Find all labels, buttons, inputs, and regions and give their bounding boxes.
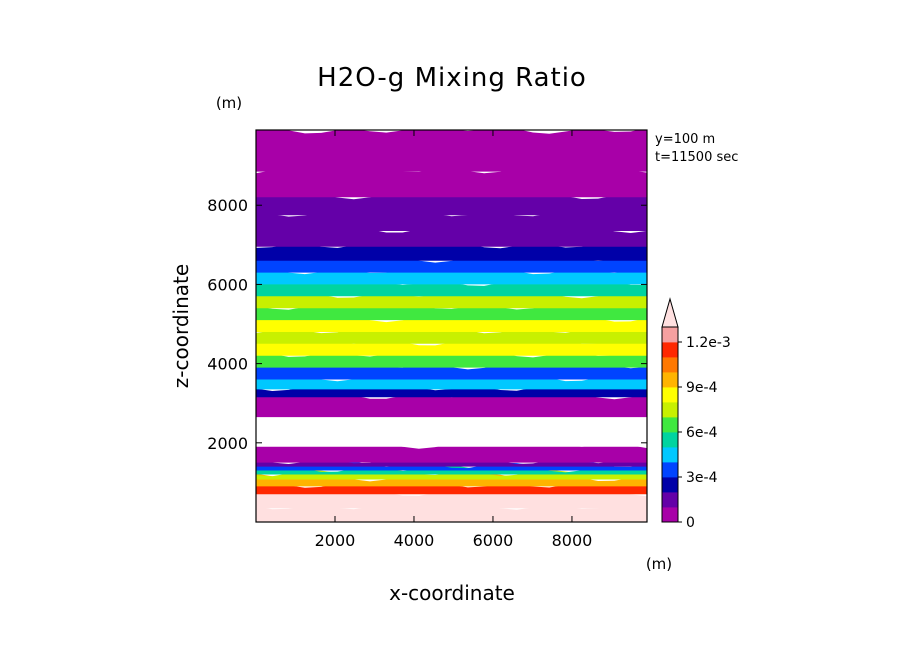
- x-tick-label: 6000: [473, 531, 514, 550]
- colorbar-swatch: [662, 432, 678, 448]
- x-tick-label: 4000: [394, 531, 435, 550]
- contour-band: [256, 130, 647, 172]
- colorbar-swatch: [662, 492, 678, 508]
- colorbar-tick-label: 6e-4: [686, 425, 718, 441]
- colorbar-tick-label: 9e-4: [686, 380, 718, 396]
- x-axis: 2000 4000 6000 8000: [315, 130, 593, 550]
- colorbar-swatch: [662, 327, 678, 343]
- chart-title: H2O-g Mixing Ratio: [317, 63, 587, 93]
- colorbar-swatch: [662, 507, 678, 523]
- contour-band: [256, 210, 647, 231]
- contour-band: [256, 415, 647, 447]
- colorbar-swatch: [662, 477, 678, 493]
- y-axis: 2000 4000 6000 8000: [207, 196, 647, 453]
- colorbar-swatch: [662, 387, 678, 403]
- colorbar-swatch: [662, 342, 678, 358]
- y-unit-label: (m): [216, 94, 242, 112]
- y-axis-label: z-coordinate: [169, 264, 193, 388]
- colorbar-tick-label: 1.2e-3: [686, 335, 731, 351]
- contour-band: [256, 191, 647, 216]
- contour-band: [256, 391, 647, 418]
- x-axis-label: x-coordinate: [389, 581, 515, 605]
- y-tick-label: 2000: [207, 434, 248, 453]
- colorbar-swatch: [662, 357, 678, 373]
- y-tick-label: 6000: [207, 275, 248, 294]
- annotation-line-1: y=100 m: [655, 132, 715, 147]
- y-tick-label: 4000: [207, 355, 248, 374]
- colorbar-swatch: [662, 372, 678, 388]
- contour-band: [256, 460, 647, 471]
- colorbar-tick-label: 3e-4: [686, 470, 718, 486]
- plot-frame: [255, 129, 648, 523]
- x-tick-label: 8000: [552, 531, 593, 550]
- contour-band: [256, 473, 647, 487]
- colorbar-swatch: [662, 462, 678, 478]
- x-unit-label: (m): [646, 555, 672, 573]
- colorbar-swatch: [662, 447, 678, 463]
- contour-band: [256, 349, 647, 368]
- colorbar-swatch: [662, 417, 678, 433]
- contour-band: [256, 165, 647, 198]
- contour-plot-area: [256, 130, 647, 522]
- colorbar-swatch: [662, 402, 678, 418]
- x-tick-label: 2000: [315, 531, 356, 550]
- annotation-line-2: t=11500 sec: [655, 150, 738, 165]
- colorbar: 1.2e-3 9e-4 6e-4 3e-4 0: [661, 297, 731, 531]
- colorbar-tick-label: 0: [686, 515, 695, 531]
- contour-band: [256, 373, 647, 390]
- colorbar-frame: [661, 326, 679, 523]
- colorbar-extend-triangle: [661, 297, 679, 328]
- y-tick-label: 8000: [207, 196, 248, 215]
